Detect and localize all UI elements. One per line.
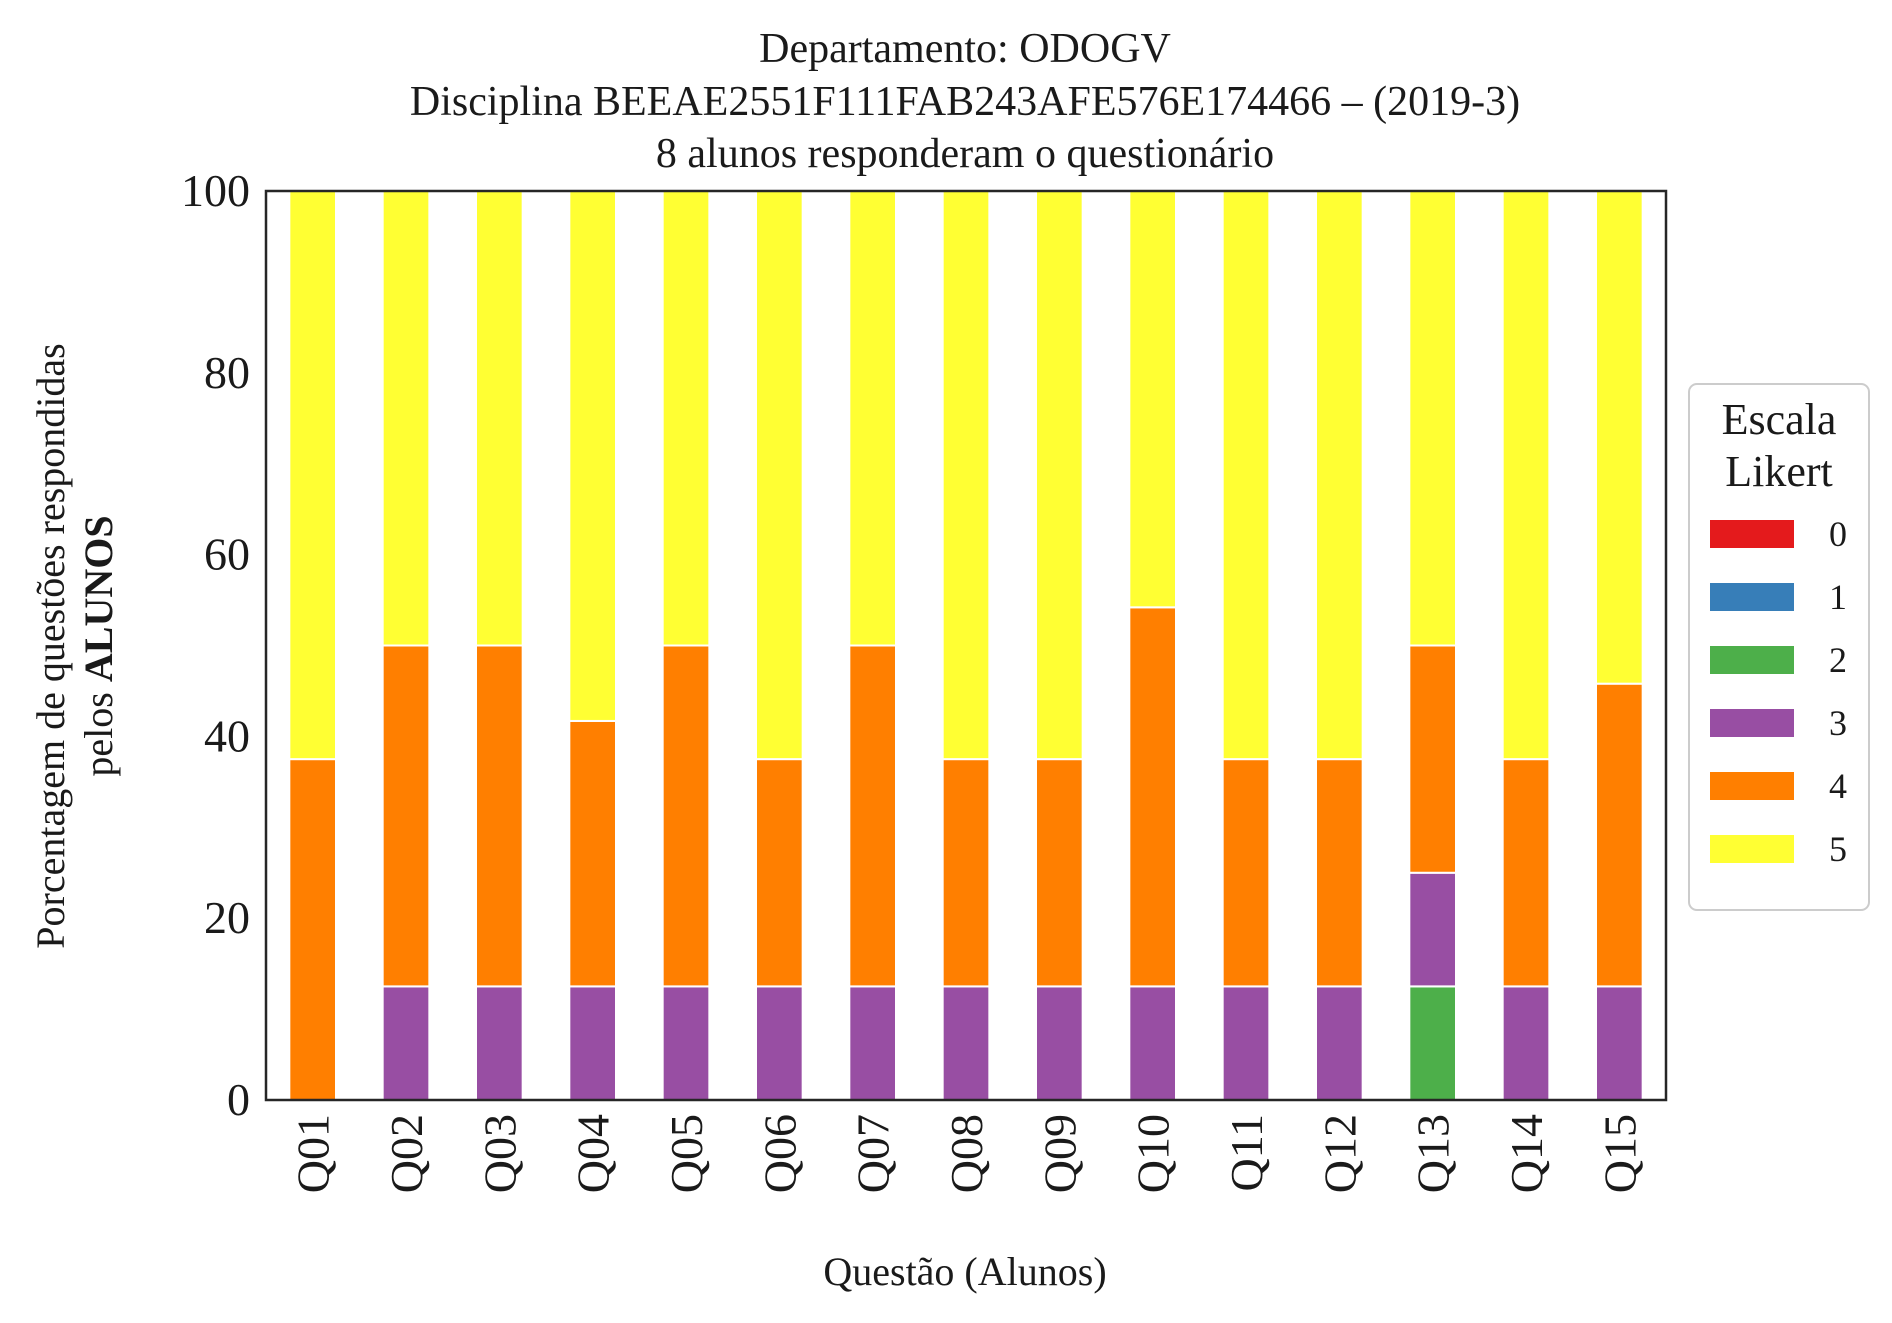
bar-Q02-likert-4 (381, 644, 431, 988)
bar-Q06-likert-5 (755, 190, 804, 761)
bar-Q15-likert-5 (1595, 190, 1644, 685)
y-tick-label: 20 (204, 892, 250, 943)
y-tick-label: 100 (181, 165, 250, 216)
legend-swatch-2 (1710, 646, 1794, 674)
legend-swatch-3 (1710, 709, 1794, 737)
bar-Q09-likert-5 (1035, 190, 1084, 761)
bar-Q07-likert-5 (848, 190, 898, 647)
bar-Q11-likert-3 (1221, 985, 1271, 1102)
y-tick-label: 40 (204, 710, 250, 761)
legend-swatch-1 (1710, 583, 1794, 611)
legend-label-0: 0 (1829, 514, 1847, 554)
x-tick-label: Q07 (848, 1114, 899, 1193)
x-tick-label: Q05 (661, 1114, 712, 1193)
y-tick-label: 60 (204, 529, 250, 580)
bar-Q03-likert-4 (475, 644, 524, 988)
bar-Q13-likert-3 (1408, 871, 1457, 988)
bar-Q07-likert-3 (848, 985, 898, 1102)
legend-title-line-2: Likert (1725, 447, 1833, 496)
bar-Q05-likert-5 (661, 190, 711, 647)
bar-Q08-likert-3 (941, 985, 991, 1102)
x-tick-label: Q02 (381, 1114, 432, 1193)
bar-Q12-likert-4 (1315, 758, 1364, 988)
x-tick-label: Q12 (1314, 1114, 1365, 1193)
bar-Q08-likert-5 (941, 190, 991, 761)
legend-label-5: 5 (1829, 829, 1847, 869)
bar-Q07-likert-4 (848, 644, 898, 988)
chart-title-line-1: Departamento: ODOGV (759, 26, 1171, 72)
x-axis-title: Questão (Alunos) (823, 1249, 1106, 1294)
bar-Q15-likert-4 (1595, 682, 1644, 988)
bar-Q01-likert-5 (288, 190, 337, 761)
x-tick-label: Q14 (1501, 1114, 1552, 1193)
legend-label-4: 4 (1829, 766, 1847, 806)
legend-label-3: 3 (1829, 703, 1847, 743)
bar-Q10-likert-3 (1128, 985, 1177, 1102)
bar-Q06-likert-3 (755, 985, 804, 1102)
bars-layer (288, 190, 1644, 1102)
bar-Q10-likert-5 (1128, 190, 1177, 609)
bar-Q11-likert-4 (1221, 758, 1271, 988)
bar-Q14-likert-5 (1501, 190, 1551, 761)
bar-Q10-likert-4 (1128, 606, 1177, 988)
legend-label-1: 1 (1829, 577, 1847, 617)
plot-frame (264, 189, 1668, 1102)
bar-Q12-likert-5 (1315, 190, 1364, 761)
legend-label-2: 2 (1829, 640, 1847, 680)
bar-Q15-likert-3 (1595, 985, 1644, 1102)
x-tick-label: Q09 (1034, 1114, 1085, 1193)
bar-Q02-likert-3 (381, 985, 431, 1102)
y-tick-label: 0 (227, 1074, 250, 1125)
x-tick-label: Q15 (1594, 1114, 1645, 1193)
bar-Q03-likert-5 (475, 190, 524, 647)
y-tick-label: 80 (204, 347, 250, 398)
bar-Q04-likert-3 (568, 985, 618, 1102)
bar-Q13-likert-4 (1408, 644, 1457, 874)
bar-Q08-likert-4 (941, 758, 991, 988)
bar-Q11-likert-5 (1221, 190, 1271, 761)
x-tick-label: Q04 (568, 1114, 619, 1193)
x-tick-label: Q10 (1128, 1114, 1179, 1193)
y-axis-title-bold: ALUNOS (76, 515, 121, 682)
bar-Q06-likert-4 (755, 758, 804, 988)
bar-Q09-likert-4 (1035, 758, 1084, 988)
bar-Q09-likert-3 (1035, 985, 1084, 1102)
bar-Q05-likert-4 (661, 644, 711, 988)
bar-Q01-likert-4 (288, 758, 337, 1102)
y-axis-title-prefix: pelos (76, 682, 121, 776)
legend: Escala Likert 0 1 2 3 4 5 (1688, 383, 1870, 911)
chart-title-line-3: 8 alunos responderam o questionário (656, 131, 1274, 177)
bar-Q14-likert-3 (1501, 985, 1551, 1102)
bar-Q12-likert-3 (1315, 985, 1364, 1102)
x-tick-label: Q06 (754, 1114, 805, 1193)
y-axis-title-line-2: pelos ALUNOS (76, 515, 121, 776)
legend-swatch-5 (1710, 835, 1794, 863)
x-tick-label: Q11 (1221, 1114, 1272, 1192)
legend-swatch-4 (1710, 772, 1794, 800)
x-axis-ticks: Q01 Q02 Q03 Q04 Q05 Q06 Q07 Q08 Q09 Q10 Q11 Q12 Q13 Q… (288, 1114, 1646, 1193)
legend-swatch-0 (1710, 520, 1794, 548)
y-axis-ticks: 0 20 40 60 80 100 (181, 165, 250, 1125)
legend-items: 0 1 2 3 4 5 (1710, 514, 1847, 869)
bar-Q04-likert-4 (568, 719, 618, 988)
bar-Q14-likert-4 (1501, 758, 1551, 988)
bar-Q03-likert-3 (475, 985, 524, 1102)
chart-title-line-2: Disciplina BEEAE2551F111FAB243AFE576E174… (410, 79, 1520, 125)
bar-Q13-likert-2 (1408, 985, 1457, 1102)
bar-Q04-likert-5 (568, 190, 618, 722)
x-tick-label: Q03 (474, 1114, 525, 1193)
x-tick-label: Q13 (1408, 1114, 1459, 1193)
x-tick-label: Q08 (941, 1114, 992, 1193)
bar-Q05-likert-3 (661, 985, 711, 1102)
bar-Q02-likert-5 (381, 190, 431, 647)
y-axis-title-line-1: Porcentagem de questões respondidas (28, 343, 73, 948)
x-tick-label: Q01 (288, 1114, 339, 1193)
y-axis-title: Porcentagem de questões respondidas pelo… (28, 343, 121, 948)
bar-Q13-likert-5 (1408, 190, 1457, 647)
legend-title-line-1: Escala (1722, 395, 1837, 444)
